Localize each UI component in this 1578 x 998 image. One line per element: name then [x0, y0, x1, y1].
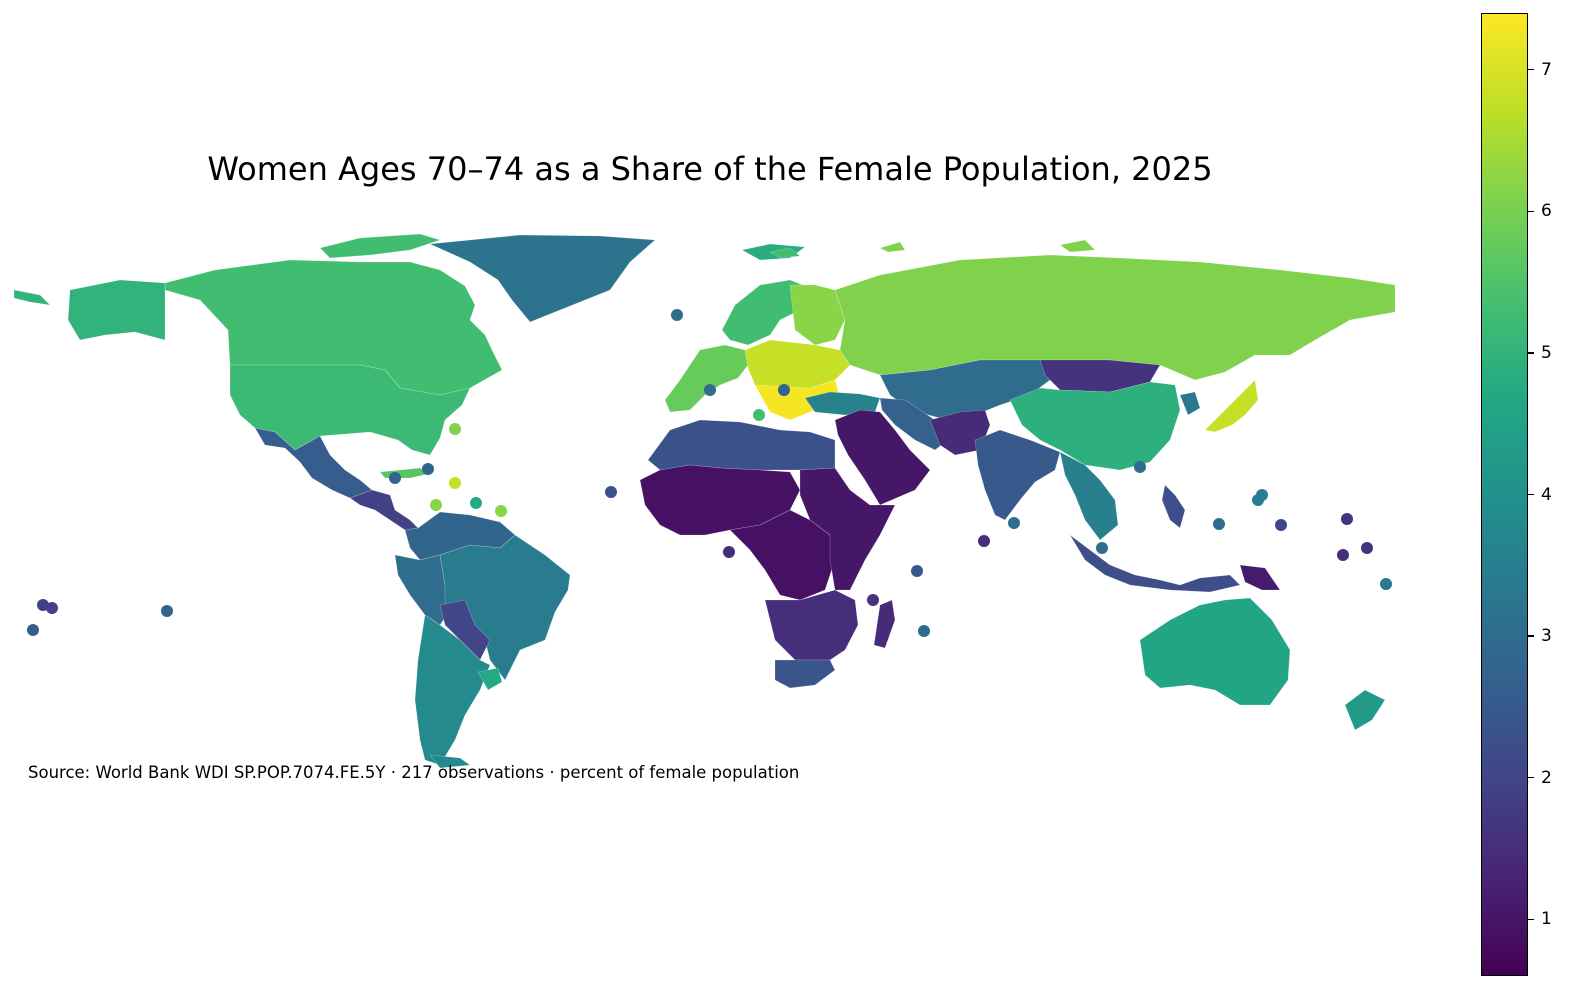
region-finland-baltics: [789, 284, 846, 346]
island-marker: [495, 505, 507, 517]
island-marker: [449, 477, 461, 489]
region-russia-part: [879, 241, 906, 253]
island-marker: [671, 309, 683, 321]
island-marker: [1008, 517, 1020, 529]
colorbar-tick-label: 2: [1541, 767, 1552, 788]
island-marker: [1275, 519, 1287, 531]
region-alaska-usa-part: [13, 289, 51, 306]
region-north-africa: [647, 419, 836, 471]
region-madagascar: [873, 599, 896, 649]
colorbar-tick: [1528, 493, 1534, 496]
region-japan: [1204, 379, 1259, 433]
region-new-zealand: [1344, 689, 1386, 731]
colorbar-tick-label: 6: [1541, 201, 1552, 222]
region-canada: [164, 259, 503, 396]
region-greenland: [429, 234, 656, 323]
region-turkey: [804, 391, 881, 416]
colorbar-tick: [1528, 68, 1534, 71]
colorbar-tick-label: 7: [1541, 59, 1552, 80]
region-iran: [879, 397, 949, 451]
region-central-america: [349, 489, 419, 531]
island-marker: [1256, 489, 1268, 501]
island-marker: [27, 624, 39, 636]
region-central-africa: [729, 509, 836, 601]
island-marker: [723, 546, 735, 558]
island-marker: [1361, 542, 1373, 554]
colorbar-tick-label: 1: [1541, 909, 1552, 930]
island-markers: [27, 309, 1392, 637]
island-marker: [430, 499, 442, 511]
island-marker: [867, 594, 879, 606]
region-china: [1009, 381, 1181, 471]
region-southeast-asia: [1059, 451, 1119, 541]
region-russia: [834, 254, 1396, 381]
region-korea: [1179, 391, 1201, 416]
region-south-africa: [774, 659, 836, 689]
island-marker: [753, 409, 765, 421]
island-marker: [605, 486, 617, 498]
region-indonesia: [1069, 534, 1241, 593]
island-marker: [1213, 518, 1225, 530]
island-marker: [1337, 549, 1349, 561]
region-canada-part: [319, 233, 441, 259]
island-marker: [918, 625, 930, 637]
region-bolivia: [439, 599, 491, 661]
region-united-states: [229, 364, 471, 456]
colorbar: [1481, 13, 1528, 976]
region-arabian-peninsula: [834, 409, 931, 506]
region-indonesia-part: [1161, 484, 1186, 529]
region-cuba: [379, 467, 429, 479]
region-papua-new-guinea: [1239, 564, 1281, 591]
island-marker: [1096, 542, 1108, 554]
region-chile-argentina-part: [429, 754, 471, 769]
island-marker: [161, 605, 173, 617]
island-marker: [389, 472, 401, 484]
island-marker: [978, 535, 990, 547]
region-east-africa: [799, 467, 896, 591]
colorbar-tick-label: 3: [1541, 626, 1552, 647]
region-chile-argentina: [414, 614, 491, 766]
colorbar-tick: [1528, 918, 1534, 921]
region-southern-africa: [764, 589, 859, 661]
colorbar-tick-label: 5: [1541, 342, 1552, 363]
colorbar-tick: [1528, 352, 1534, 354]
region-india: [974, 429, 1061, 521]
map-title: Women Ages 70–74 as a Share of the Femal…: [207, 150, 1213, 188]
region-australia: [1139, 597, 1291, 706]
land-layer: [13, 233, 1396, 769]
island-marker: [704, 384, 716, 396]
region-scandinavia-part: [769, 247, 801, 259]
island-marker: [46, 602, 58, 614]
island-marker: [778, 384, 790, 396]
colorbar-tick: [1528, 210, 1534, 212]
region-western-europe: [664, 344, 749, 413]
island-marker: [449, 423, 461, 435]
region-alaska-usa: [67, 279, 166, 341]
source-note: Source: World Bank WDI SP.POP.7074.FE.5Y…: [28, 763, 800, 782]
island-marker: [911, 565, 923, 577]
colorbar-tick: [1528, 776, 1534, 779]
region-russia-part: [1059, 239, 1096, 253]
island-marker: [470, 497, 482, 509]
island-marker: [1341, 513, 1353, 525]
island-marker: [422, 463, 434, 475]
colorbar-tick-label: 4: [1541, 484, 1552, 505]
world-map: [13, 233, 1396, 769]
island-marker: [1134, 461, 1146, 473]
island-marker: [1380, 578, 1392, 590]
colorbar-tick: [1528, 635, 1534, 637]
region-uruguay: [477, 667, 503, 691]
